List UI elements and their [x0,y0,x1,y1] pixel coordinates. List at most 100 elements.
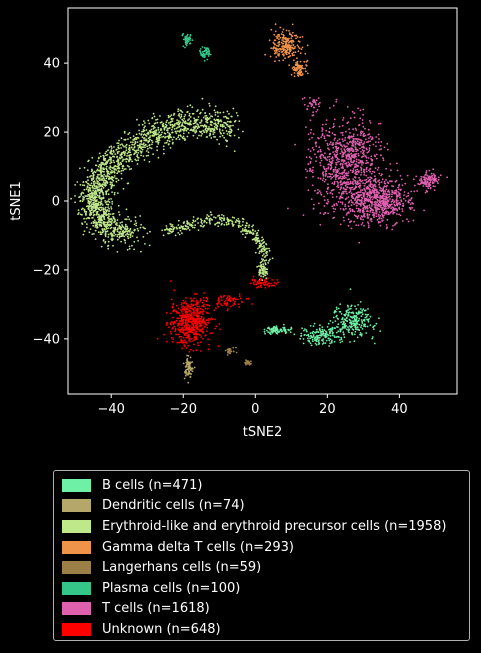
data-point [361,119,364,121]
data-point [354,143,357,146]
data-point [304,168,307,171]
data-point [283,34,285,37]
data-point [183,125,186,128]
data-point [208,105,211,107]
data-point [213,309,216,311]
data-point [188,309,191,312]
data-point [110,238,113,241]
data-point [335,202,338,205]
data-point [383,180,386,183]
data-point [373,154,376,157]
data-point [353,116,356,119]
data-point [200,120,203,122]
data-point [133,248,136,251]
data-point [344,169,346,171]
data-point [329,143,331,146]
data-point [117,145,120,147]
data-point [274,30,277,33]
data-point [114,153,117,156]
data-point [376,201,378,204]
data-point [426,174,429,177]
data-point [340,321,342,323]
data-point [312,166,314,169]
data-point [310,128,313,131]
data-point [307,189,310,192]
data-point [269,55,272,58]
data-point [341,196,344,199]
data-point [283,323,285,326]
data-point [314,339,316,342]
data-point [420,179,423,182]
data-point [332,123,335,125]
data-point [381,208,384,211]
data-point [263,246,266,249]
data-point [323,135,326,138]
data-point [120,240,122,243]
data-point [356,134,359,136]
data-point [346,178,349,181]
data-point [325,202,328,205]
data-point [260,275,262,277]
data-point [329,107,331,109]
data-point [184,114,187,116]
data-point [175,127,178,130]
data-point [347,205,350,208]
data-point [107,203,110,206]
data-point [366,206,369,209]
data-point [391,209,394,212]
data-point [124,230,126,233]
data-point [274,23,277,26]
data-point [365,168,368,171]
data-point [147,140,149,142]
data-point [125,234,127,236]
data-point [346,186,349,189]
data-point [171,142,174,145]
data-point [178,122,181,125]
data-point [391,193,393,196]
data-point [152,112,155,115]
data-point [290,37,293,39]
data-point [83,230,86,233]
data-point [245,363,247,366]
data-point [199,50,202,53]
data-point [331,182,334,185]
data-point [328,172,330,175]
data-point [118,227,121,230]
data-point [370,155,373,158]
data-point [327,322,330,325]
data-point [274,60,276,63]
data-point [126,155,128,157]
data-point [256,241,259,243]
data-point [359,189,362,192]
data-point [101,185,104,188]
data-point [113,151,115,153]
data-point [191,106,194,109]
data-point [208,221,211,224]
data-point [186,135,189,138]
data-point [301,46,304,49]
data-point [371,337,374,340]
data-point [363,184,366,187]
data-point [186,38,189,40]
data-point [318,202,320,205]
data-point [221,134,224,137]
data-point [115,148,118,151]
data-point [399,196,401,199]
data-point [317,331,320,333]
data-point [186,222,189,225]
data-point [383,205,386,208]
data-point [332,168,335,171]
data-point [128,165,130,168]
data-point [223,125,225,128]
data-point [113,171,116,174]
data-point [210,115,212,117]
data-point [124,218,127,221]
data-point [165,322,168,325]
data-point [120,172,123,175]
data-point [186,39,189,42]
data-point [296,44,299,47]
data-point [176,227,178,230]
data-point [363,206,366,209]
data-point [274,43,276,46]
data-point [145,129,148,131]
